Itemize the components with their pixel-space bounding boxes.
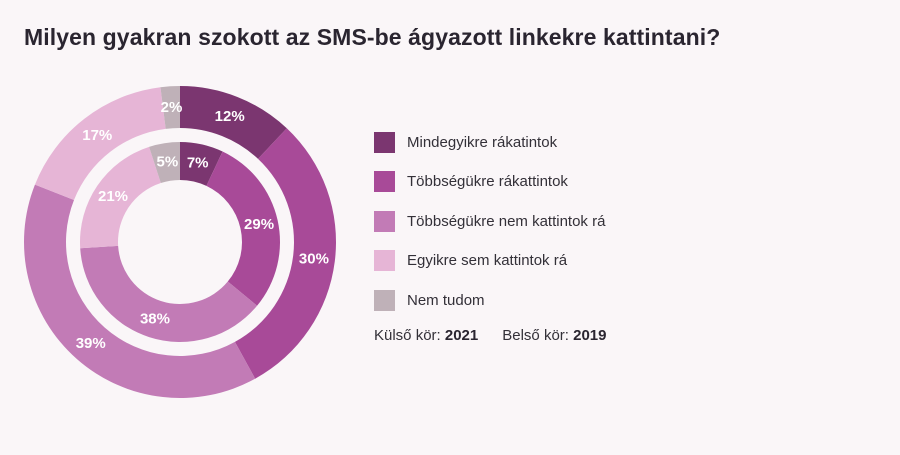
outer-ring-data-label: 39%	[76, 335, 106, 352]
legend-swatch	[374, 289, 395, 311]
legend-label: Többségükre nem kattintok rá	[407, 212, 606, 230]
inner-ring-data-label: 5%	[156, 153, 178, 170]
legend: Mindegyikre rákatintok Többségükre rákatt…	[374, 131, 605, 329]
outer-ring-data-label: 12%	[215, 108, 245, 125]
inner-ring-year: 2019	[573, 327, 607, 344]
outer-ring-slice	[160, 86, 180, 129]
inner-ring-slice	[80, 245, 258, 343]
ring-separator	[70, 132, 290, 352]
legend-swatch	[374, 210, 395, 232]
inner-ring-slice	[149, 142, 180, 184]
legend-item: Többségükre nem kattintok rá	[374, 210, 605, 232]
legend-item: Többségükre rákattintok	[374, 171, 605, 193]
legend-label: Mindegyikre rákatintok	[407, 133, 558, 151]
inner-ring-label: Belső kör:	[502, 327, 569, 344]
outer-ring-slice	[24, 184, 256, 398]
inner-ring-slice	[180, 142, 223, 186]
inner-ring-data-label: 38%	[140, 311, 170, 328]
legend-item: Mindegyikre rákatintok	[374, 131, 605, 153]
legend-swatch	[374, 131, 395, 153]
legend-item: Egyikre sem kattintok rá	[374, 250, 605, 272]
double-donut-chart: 12% 30% 39% 17% 2% 7% 29% 38% 21% 5%	[24, 86, 336, 398]
inner-ring-slice	[79, 146, 161, 249]
inner-ring-slice	[206, 151, 281, 306]
legend-item: Nem tudom	[374, 289, 605, 311]
legend-swatch	[374, 171, 395, 192]
outer-ring-slice	[34, 87, 166, 201]
legend-label: Többségükre rákattintok	[407, 173, 568, 190]
inner-ring-data-label: 21%	[98, 188, 128, 205]
outer-ring-data-label: 17%	[82, 127, 112, 144]
rings-note: Külső kör: 2021 Belső kör: 2019	[374, 327, 607, 344]
inner-ring-data-label: 29%	[244, 216, 274, 233]
legend-label: Nem tudom	[407, 291, 485, 309]
outer-ring-slice	[180, 86, 287, 159]
outer-ring-slice	[234, 128, 336, 379]
legend-swatch	[374, 250, 395, 271]
chart-title: Milyen gyakran szokott az SMS-be ágyazot…	[24, 24, 721, 50]
legend-label: Egyikre sem kattintok rá	[407, 252, 568, 269]
outer-ring-data-label: 30%	[299, 250, 329, 267]
outer-ring-data-label: 2%	[161, 99, 183, 116]
outer-ring-label: Külső kör:	[374, 327, 441, 344]
outer-ring-year: 2021	[444, 327, 479, 344]
inner-ring-data-label: 7%	[187, 154, 209, 171]
